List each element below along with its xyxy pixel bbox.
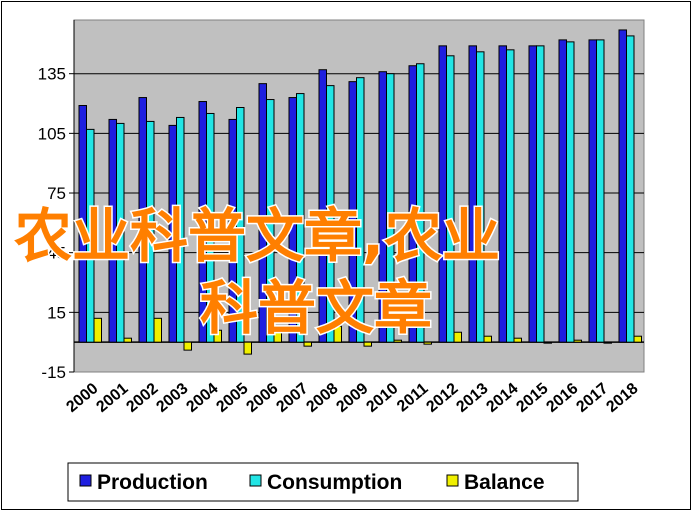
bar-consumption-2013 bbox=[476, 51, 485, 343]
watermark: 农业科普文章,农业 科普文章 bbox=[13, 201, 502, 344]
bar-consumption-2007 bbox=[296, 93, 305, 343]
bar-balance-2018 bbox=[633, 335, 642, 343]
bar-production-2017 bbox=[588, 39, 597, 343]
bar-balance-2017 bbox=[603, 341, 612, 344]
bar-production-2016 bbox=[558, 39, 567, 343]
bar-balance-2004 bbox=[213, 329, 222, 343]
bar-consumption-2011 bbox=[416, 63, 425, 343]
x-tick-label: 2001 bbox=[93, 380, 131, 416]
x-tick-label: 2000 bbox=[63, 380, 101, 416]
y-axis-ticks: -15 15 45 75 105 135 bbox=[38, 65, 74, 382]
bar-production-2018 bbox=[618, 29, 627, 343]
bar-consumption-2016 bbox=[566, 41, 575, 343]
x-tick-label: 2016 bbox=[543, 380, 581, 416]
x-axis-ticks: 2000200120022003200420052006200720082009… bbox=[63, 380, 641, 416]
x-tick-label: 2003 bbox=[153, 380, 191, 416]
bar-consumption-2012 bbox=[446, 55, 455, 343]
x-tick-label: 2004 bbox=[183, 380, 221, 416]
x-tick-label: 2010 bbox=[363, 380, 401, 416]
bar-consumption-2010 bbox=[386, 73, 395, 343]
bar-balance-2006 bbox=[273, 325, 282, 343]
x-tick-label: 2013 bbox=[453, 380, 491, 416]
bars bbox=[78, 29, 642, 355]
y-tick-label: 15 bbox=[47, 303, 66, 322]
bar-production-2015 bbox=[528, 45, 537, 343]
bar-balance-2011 bbox=[423, 341, 432, 345]
x-tick-label: 2014 bbox=[483, 380, 521, 416]
legend: Production Consumption Balance bbox=[67, 462, 579, 502]
y-tick-label: -15 bbox=[41, 363, 66, 382]
legend-swatch-consumption bbox=[249, 474, 262, 487]
x-tick-label: 2008 bbox=[303, 380, 341, 416]
bar-consumption-2009 bbox=[356, 77, 365, 343]
bar-balance-2007 bbox=[303, 341, 312, 347]
bar-consumption-2002 bbox=[146, 120, 155, 343]
x-tick-label: 2012 bbox=[423, 380, 461, 416]
bar-consumption-2003 bbox=[176, 116, 185, 343]
bar-balance-2012 bbox=[453, 331, 462, 343]
x-tick-label: 2002 bbox=[123, 380, 161, 416]
x-tick-label: 2018 bbox=[603, 380, 641, 416]
bar-balance-2016 bbox=[573, 339, 582, 343]
legend-box bbox=[67, 462, 579, 502]
legend-swatch-balance bbox=[446, 474, 459, 487]
y-tick-label: 135 bbox=[38, 65, 66, 84]
x-tick-label: 2011 bbox=[394, 380, 432, 415]
bar-balance-2009 bbox=[363, 341, 372, 347]
watermark-line2: 科普文章 bbox=[200, 274, 432, 342]
bar-consumption-2015 bbox=[536, 45, 545, 343]
bar-production-2014 bbox=[498, 45, 507, 343]
bar-consumption-2014 bbox=[506, 49, 515, 343]
x-tick-label: 2006 bbox=[243, 380, 281, 416]
x-tick-label: 2015 bbox=[513, 380, 551, 416]
bar-balance-2008 bbox=[333, 325, 342, 343]
legend-label-production: Production bbox=[97, 471, 208, 494]
bar-balance-2002 bbox=[153, 317, 162, 343]
legend-label-consumption: Consumption bbox=[267, 471, 402, 494]
bar-balance-2014 bbox=[513, 337, 522, 343]
bar-production-2012 bbox=[438, 45, 447, 343]
legend-label-balance: Balance bbox=[464, 471, 545, 494]
y-tick-label: 105 bbox=[38, 124, 66, 143]
bar-balance-2000 bbox=[93, 317, 102, 343]
y-tick-label: 45 bbox=[47, 244, 66, 263]
bar-balance-2010 bbox=[393, 339, 402, 343]
watermark-line1: 农业科普文章,农业 bbox=[14, 202, 500, 270]
bar-balance-2001 bbox=[123, 337, 132, 343]
bar-balance-2015 bbox=[543, 341, 552, 344]
bar-production-2013 bbox=[468, 45, 477, 343]
bar-balance-2013 bbox=[483, 335, 492, 343]
bar-consumption-2005 bbox=[236, 107, 245, 343]
bar-consumption-2001 bbox=[116, 122, 125, 343]
bar-consumption-2008 bbox=[326, 85, 335, 343]
legend-swatch-production bbox=[79, 474, 92, 487]
bar-consumption-2000 bbox=[86, 128, 95, 343]
x-tick-label: 2017 bbox=[573, 380, 611, 416]
y-tick-label: 75 bbox=[47, 184, 66, 203]
x-tick-label: 2005 bbox=[213, 380, 251, 416]
bar-consumption-2006 bbox=[266, 99, 275, 343]
bar-consumption-2017 bbox=[596, 39, 605, 343]
x-tick-label: 2007 bbox=[273, 380, 311, 416]
bar-consumption-2018 bbox=[626, 35, 635, 343]
bar-balance-2005 bbox=[243, 341, 252, 355]
x-tick-label: 2009 bbox=[333, 380, 371, 416]
bar-balance-2003 bbox=[183, 341, 192, 351]
bar-consumption-2004 bbox=[206, 112, 215, 343]
